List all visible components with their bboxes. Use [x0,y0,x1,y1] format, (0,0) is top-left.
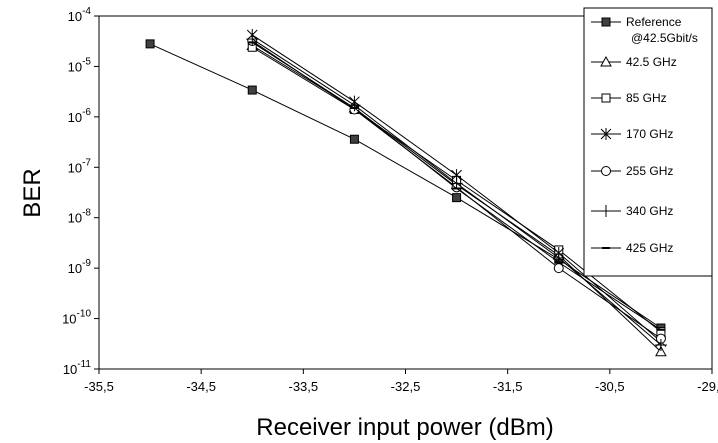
y-tick-exponent: -5 [82,56,91,67]
y-tick-base: 10 [68,9,82,24]
y-tick-label: 10-10 [62,309,91,327]
y-tick-base: 10 [68,211,82,226]
star-marker [600,128,612,140]
y-tick-exponent: -6 [82,107,91,118]
y-tick-exponent: -7 [82,157,91,168]
legend-label-line2: @42.5Gbit/s [631,31,698,45]
filled-square-marker [601,17,611,27]
x-axis-ticks: -35,5 -34,5 -33,5 -32,5 -31,5 -30,5 -29,5 [84,369,718,394]
legend-label: 170 GHz [626,127,673,141]
triangle-marker [600,55,612,67]
y-tick-label: 10-5 [68,56,92,74]
filled-square-marker [145,39,155,49]
y-tick-exponent: -8 [82,208,91,219]
x-axis-title: Receiver input power (dBm) [256,414,553,441]
y-tick-base: 10 [68,110,82,125]
y-tick-base: 10 [68,261,82,276]
legend-entry: 255 GHz [591,164,673,178]
legend-label: 425 GHz [626,241,673,255]
y-tick-base: 10 [68,59,82,74]
y-tick-label: 10-11 [63,359,92,377]
legend-box [583,7,713,277]
filled-square-marker [349,134,359,144]
x-tick-label: -31,5 [493,379,523,394]
y-tick-base: 10 [68,160,82,175]
y-tick-exponent: -11 [77,359,91,370]
series-6 [248,41,665,331]
y-tick-exponent: -10 [77,309,92,320]
triangle-marker [655,345,667,357]
x-tick-label: -29,5 [697,379,718,394]
legend-entry: 340 GHz [591,204,673,218]
y-tick-exponent: -9 [82,258,91,269]
y-tick-label: 10-8 [68,208,92,226]
plus-marker [600,205,612,217]
legend-label: Reference [626,15,682,29]
series-5 [246,32,667,351]
legend-entry: 170 GHz [591,127,673,141]
x-tick-label: -33,5 [289,379,319,394]
series-layer [145,28,667,357]
x-tick-label: -34,5 [186,379,216,394]
y-tick-label: 10-4 [68,6,92,24]
legend-label: 85 GHz [626,91,667,105]
x-tick-label: -30,5 [595,379,625,394]
x-tick-label: -32,5 [391,379,421,394]
legend-entry: 85 GHz [591,91,667,105]
y-tick-label: 10-9 [68,258,92,276]
circle-marker [601,166,611,176]
filled-square-marker [247,85,257,95]
y-axis-title: BER [19,168,46,217]
legend-label: 340 GHz [626,204,673,218]
y-tick-base: 10 [62,312,76,327]
legend: Reference @42.5Gbit/s 42.5 GHz 85 GHz 170 GH… [583,7,713,277]
y-tick-exponent: -4 [82,6,91,17]
square-marker [601,93,611,103]
x-tick-label: -35,5 [84,379,114,394]
y-tick-label: 10-6 [68,107,92,125]
legend-entry: Reference @42.5Gbit/s [591,15,698,45]
legend-label: 42.5 GHz [626,55,677,69]
legend-label: 255 GHz [626,164,673,178]
plus-marker [450,177,463,190]
plus-marker [654,338,667,351]
y-tick-label: 10-7 [68,157,92,175]
filled-square-marker [452,193,462,203]
legend-entry: 425 GHz [591,241,673,255]
y-tick-base: 10 [63,362,77,377]
legend-entry: 42.5 GHz [591,55,677,69]
